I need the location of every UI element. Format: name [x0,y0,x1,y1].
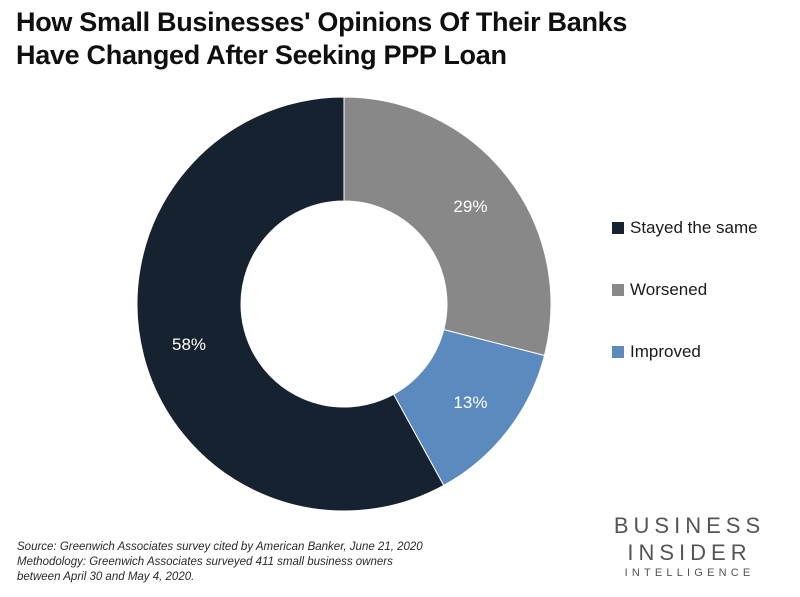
footnote-source: Source: Greenwich Associates survey cite… [17,541,423,553]
legend-item-improved: Improved [612,338,797,366]
donut-slice-stayed-the-same [136,96,445,512]
legend-swatch-improved [612,346,624,358]
footnote-methodology-line-2: between April 30 and May 4, 2020. [17,571,195,583]
data-label-stayed-the-same: 58% [172,335,206,354]
brand-line-insider: INSIDER [627,540,752,565]
donut-data-labels: 29% 13% 58% [172,197,487,412]
brand-line-business: BUSINESS [613,513,766,538]
legend-label-worsened: Worsened [630,280,708,299]
legend-label-stayed-the-same: Stayed the same [630,218,758,237]
business-insider-intelligence-logo: BUSINESS INSIDER INTELLIGENCE [597,512,782,580]
data-label-worsened: 29% [453,197,487,216]
data-label-improved: 13% [453,393,487,412]
chart-title-line-1: How Small Businesses' Opinions Of Their … [16,7,628,37]
chart-title-line-2: Have Changed After Seeking PPP Loan [16,40,507,70]
legend-item-stayed-the-same: Stayed the same [612,214,797,242]
donut-slice-improved [392,329,546,487]
chart-title: How Small Businesses' Opinions Of Their … [16,6,776,72]
legend-swatch-worsened [612,284,624,296]
source-footnote: Source: Greenwich Associates survey cite… [17,540,537,585]
chart-legend: Stayed the same Worsened Improved [612,214,797,400]
footnote-methodology-line-1: Methodology: Greenwich Associates survey… [17,556,393,568]
legend-swatch-stayed-the-same [612,222,624,234]
donut-slices [136,96,552,512]
brand-line-intelligence: INTELLIGENCE [624,567,755,579]
legend-label-improved: Improved [630,342,701,361]
legend-item-worsened: Worsened [612,276,797,304]
donut-slice-worsened [343,96,552,357]
